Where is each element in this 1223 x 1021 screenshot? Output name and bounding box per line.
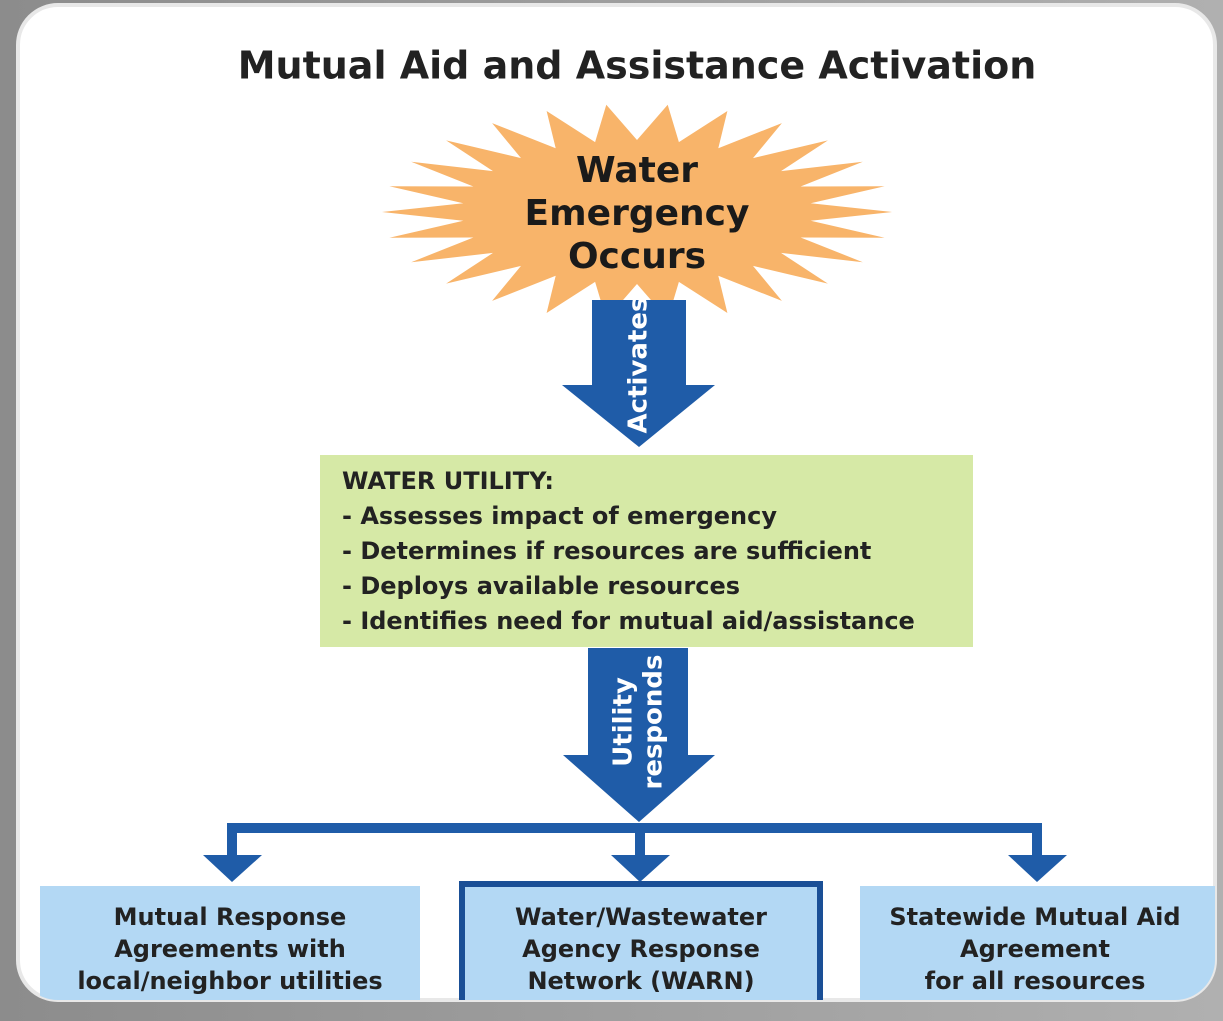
utility-item: - Identifies need for mutual aid/assista… — [342, 607, 915, 635]
branch-line — [227, 823, 1042, 833]
arrow-label: Utility — [609, 677, 639, 767]
content: Mutual Aid and Assistance Activation Wat… — [40, 44, 1215, 1000]
target-text: Mutual Response — [114, 903, 347, 931]
title: Mutual Aid and Assistance Activation — [238, 44, 1037, 88]
target-text: Statewide Mutual Aid — [889, 903, 1180, 931]
branch-line — [635, 823, 645, 858]
target-text: Agreements with — [114, 935, 346, 963]
target-text: Water/Wastewater — [515, 903, 767, 931]
target-text: local/neighbor utilities — [77, 967, 382, 995]
arrow-label: Activates — [624, 297, 654, 434]
target-box — [40, 886, 420, 1000]
utility-item: - Determines if resources are sufficient — [342, 537, 871, 565]
arrow-label: responds — [639, 654, 669, 789]
utility-item: - Deploys available resources — [342, 572, 740, 600]
burst-text: Water — [576, 150, 698, 191]
arrow — [562, 300, 715, 447]
arrow-head — [203, 855, 262, 882]
utility-box — [320, 455, 973, 647]
target-box — [860, 886, 1215, 1000]
target-box — [459, 881, 823, 1000]
arrow — [563, 648, 715, 822]
target-text: Network (WARN) — [527, 967, 754, 995]
burst-text: Emergency — [525, 193, 750, 234]
target-text: for all resources — [925, 967, 1146, 995]
starburst — [382, 104, 892, 320]
utility-heading: WATER UTILITY: — [342, 467, 554, 495]
target-text: Agreement — [960, 935, 1110, 963]
utility-item: - Assesses impact of emergency — [342, 502, 777, 530]
arrow-head — [611, 855, 670, 882]
arrow-head — [1008, 855, 1067, 882]
burst-text: Occurs — [568, 236, 706, 277]
branch-line — [227, 823, 237, 858]
branch-line — [1032, 823, 1042, 858]
target-text: Agency Response — [522, 935, 760, 963]
